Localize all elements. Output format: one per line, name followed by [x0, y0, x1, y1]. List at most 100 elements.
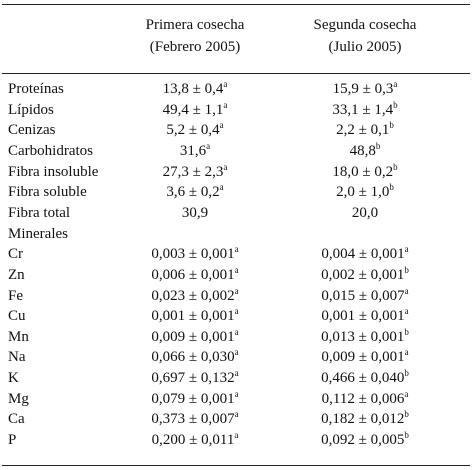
cell-value: 33,1 ± 1,4 [332, 101, 394, 118]
cell-value: 0,066 ± 0,030 [151, 349, 235, 366]
cell: 30,9 [182, 204, 208, 222]
cell: 33,1 ± 1,4b [332, 99, 398, 119]
superscript: a [393, 79, 398, 89]
superscript: a [234, 244, 239, 255]
row-label: Proteínas [8, 81, 64, 97]
row-label: Minerales [8, 225, 68, 242]
superscript: b [393, 99, 398, 110]
row-label: Cu [8, 308, 26, 325]
cell-value: 49,4 ± 1,1 [162, 101, 224, 118]
row-label: Fe [8, 287, 23, 304]
cell-value: 0,079 ± 0,001 [151, 390, 235, 407]
row-label: Carbohidratos [8, 142, 93, 159]
cell-value: 0,009 ± 0,001 [321, 349, 405, 366]
cell-value: 0,182 ± 0,012 [321, 411, 405, 428]
superscript: a [219, 120, 224, 131]
cell-value: 31,6 [179, 142, 207, 159]
cell-value: 20,0 [351, 204, 379, 221]
row-label: Mn [8, 328, 29, 345]
row-label: Ca [8, 411, 25, 428]
cell-value: 0,002 ± 0,001 [321, 266, 405, 283]
cell: 0,002 ± 0,001b [321, 264, 409, 284]
row-label: Na [8, 349, 26, 366]
cell: 0,009 ± 0,001a [151, 327, 238, 346]
superscript: a [234, 347, 239, 358]
cell-value: 5,2 ± 0,4 [166, 122, 220, 139]
superscript: a [404, 347, 409, 358]
cell: 0,697 ± 0,132a [151, 369, 238, 387]
row-label: P [8, 432, 17, 449]
cell: 0,004 ± 0,001a [321, 245, 408, 263]
cell-value: 13,8 ± 0,4 [162, 81, 224, 97]
cell-value: 0,004 ± 0,001 [321, 246, 405, 263]
column-header: (Febrero 2005) [149, 39, 241, 55]
cell-value: 27,3 ± 2,3 [162, 163, 224, 180]
superscript: a [404, 285, 409, 296]
cell: 0,112 ± 0,006a [321, 388, 409, 408]
cell: 0,466 ± 0,040b [321, 369, 409, 387]
column-header: Primera cosecha [145, 17, 245, 33]
cell-value: 0,013 ± 0,001 [321, 328, 405, 345]
row-label: Fibra soluble [8, 184, 87, 201]
superscript: b [404, 409, 409, 420]
superscript: a [219, 182, 224, 193]
row-label: Fibra insoluble [8, 163, 99, 180]
superscript: a [234, 368, 239, 379]
superscript: a [223, 79, 228, 89]
cell-value: 0,023 ± 0,002 [151, 287, 235, 304]
superscript: a [234, 409, 239, 420]
cell-value: 30,9 [181, 204, 209, 221]
cell: 0,001 ± 0,001a [151, 307, 238, 325]
row-label: Zn [8, 266, 25, 283]
cell: 5,2 ± 0,4a [166, 121, 223, 139]
superscript: b [404, 368, 409, 379]
superscript: a [234, 264, 239, 275]
header-rule [2, 73, 470, 74]
cell-value: 0,001 ± 0,001 [151, 308, 235, 325]
cell: 18,0 ± 0,2b [332, 161, 398, 181]
superscript: a [234, 388, 239, 399]
row-label: Mg [8, 390, 29, 407]
cell: 0,182 ± 0,012b [321, 410, 409, 428]
superscript: b [404, 430, 409, 441]
superscript: a [223, 161, 228, 172]
cell-value: 0,009 ± 0,001 [151, 328, 235, 345]
row-label: K [8, 370, 19, 387]
superscript: b [404, 264, 409, 275]
superscript: a [223, 99, 228, 110]
superscript: b [389, 120, 394, 131]
cell-value: 0,373 ± 0,007 [151, 411, 235, 428]
cell-value: 0,015 ± 0,007 [321, 287, 405, 304]
cell: 15,9 ± 0,3a [333, 80, 398, 98]
cell: 3,6 ± 0,2a [166, 183, 223, 201]
cell-value: 0,200 ± 0,011 [151, 432, 235, 449]
cell: 0,015 ± 0,007a [321, 285, 409, 305]
cell: 0,003 ± 0,001a [151, 245, 238, 263]
cell-value: 0,466 ± 0,040 [321, 370, 405, 387]
cell: 0,013 ± 0,001b [321, 326, 409, 346]
column-header: Segunda cosecha [313, 17, 417, 33]
superscript: b [375, 140, 381, 151]
cell: 0,092 ± 0,005b [321, 431, 409, 449]
cell-value: 48,8 [349, 142, 376, 159]
cell: 49,4 ± 1,1a [162, 99, 228, 119]
superscript: b [404, 326, 409, 337]
superscript: b [393, 161, 398, 172]
cell-value: 0,001 ± 0,001 [321, 308, 405, 325]
cell: 27,3 ± 2,3a [162, 161, 228, 181]
superscript: a [404, 244, 409, 255]
superscript: a [404, 388, 409, 399]
row-label: Fibra total [8, 204, 71, 221]
cell: 0,373 ± 0,007a [151, 410, 238, 428]
cell: 0,006 ± 0,001a [151, 264, 239, 284]
cell: 0,001 ± 0,001a [321, 307, 408, 325]
superscript: a [234, 285, 239, 296]
cell-value: 18,0 ± 0,2 [332, 163, 394, 180]
column-header: (Julio 2005) [328, 39, 402, 55]
cell: 2,0 ± 1,0b [336, 183, 394, 201]
cell: 0,023 ± 0,002a [151, 285, 239, 305]
cell-value: 0,092 ± 0,005 [321, 432, 405, 449]
top-rule [2, 4, 470, 5]
cell-value: 0,112 ± 0,006 [321, 390, 405, 407]
